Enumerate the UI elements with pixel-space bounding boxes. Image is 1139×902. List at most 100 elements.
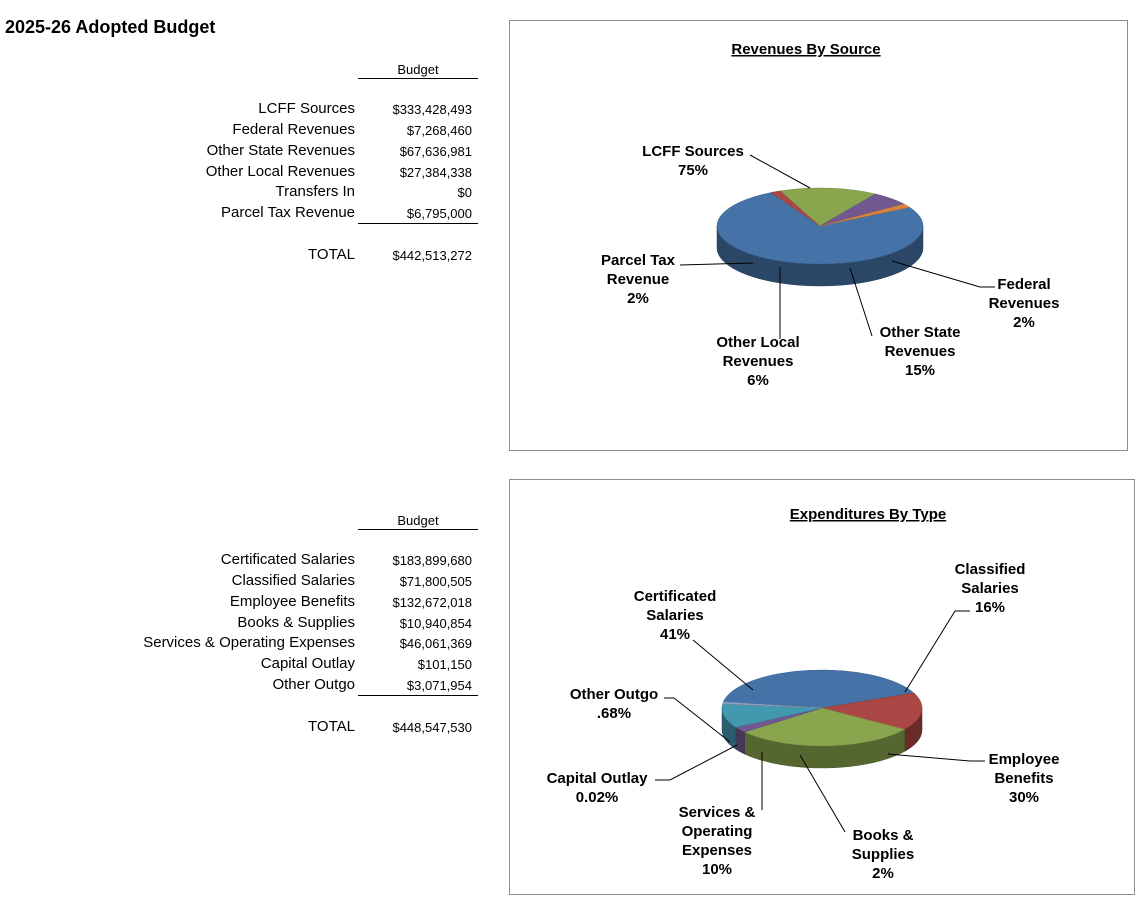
table-row: Certificated Salaries $183,899,680 — [0, 551, 480, 572]
leader-line-certificated — [692, 639, 754, 691]
row-value: $6,795,000 — [406, 206, 472, 221]
row-value: $333,428,493 — [392, 102, 472, 117]
table-row: Classified Salaries $71,800,505 — [0, 572, 480, 593]
pie-slice-other-outgo — [722, 701, 823, 709]
slice-pct-books: 2% — [872, 865, 894, 882]
row-value: $132,672,018 — [392, 595, 472, 610]
slice-label-classified: Classified Salaries 16% — [955, 561, 1026, 616]
slice-label-certificated: Certificated Salaries 41% — [634, 588, 717, 643]
slice-label-services: Services & Operating Expenses 10% — [679, 804, 756, 878]
pie-slice-parcel-tax-revenue — [819, 203, 911, 227]
table-row: Books & Supplies $10,940,854 — [0, 614, 480, 635]
chart-title: Revenues By Source — [731, 41, 880, 58]
slice-name-other-state-line2: Revenues — [885, 343, 956, 360]
total-value: $448,547,530 — [392, 720, 472, 735]
slice-label-other-state: Other State Revenues 15% — [880, 324, 961, 379]
slice-name-other-local-line1: Other Local — [716, 334, 799, 351]
slice-label-benefits: Employee Benefits 30% — [989, 751, 1060, 806]
slice-name-services-line2: Operating — [682, 823, 753, 840]
table-row: Other Local Revenues $27,384,338 — [0, 163, 480, 184]
slice-name-other-outgo: Other Outgo — [570, 686, 658, 703]
table-row: Parcel Tax Revenue $6,795,000 — [0, 204, 480, 225]
slice-label-parcel-tax: Parcel Tax Revenue 2% — [601, 252, 676, 307]
row-label: Capital Outlay — [260, 655, 355, 672]
row-value: $27,384,338 — [399, 165, 472, 180]
revenues-table-header: Budget — [358, 62, 478, 79]
row-value: $67,636,981 — [399, 144, 472, 159]
pie-slice-other-state-revenues — [780, 187, 877, 227]
leader-line-capital — [655, 744, 738, 781]
slice-label-other-outgo: Other Outgo .68% — [570, 686, 658, 722]
slice-pct-services: 10% — [702, 861, 732, 878]
row-value: $71,800,505 — [399, 574, 472, 589]
leader-line-federal — [891, 260, 995, 288]
pie-slice-certificated-salaries — [722, 669, 915, 709]
row-value: $7,268,460 — [406, 123, 472, 138]
row-label: Certificated Salaries — [220, 551, 355, 568]
row-label: Classified Salaries — [231, 572, 355, 589]
table-row: Employee Benefits $132,672,018 — [0, 593, 480, 614]
row-label: Other Outgo — [272, 676, 355, 693]
leader-line-other-state — [849, 267, 873, 337]
row-label: Parcel Tax Revenue — [221, 204, 355, 221]
row-label: Books & Supplies — [237, 614, 355, 631]
slice-pct-federal: 2% — [1013, 314, 1035, 331]
leader-line-classified — [904, 610, 970, 693]
revenues-chart-panel: Revenues By Source LCFF Sources 75% Feder… — [509, 20, 1128, 451]
leader-lines — [679, 154, 995, 339]
slice-pct-certificated: 41% — [660, 626, 690, 643]
table-row: Transfers In $0 — [0, 183, 480, 204]
pie-slice-lcff-sources — [716, 192, 924, 265]
page-title: 2025-26 Adopted Budget — [5, 17, 216, 37]
slice-labels: LCFF Sources 75% Federal Revenues 2% Other … — [601, 143, 1059, 389]
slice-name-federal-line1: Federal — [997, 276, 1050, 293]
revenues-pie — [716, 187, 924, 287]
slice-name-other-state-line1: Other State — [880, 324, 961, 341]
table-row: Other Outgo $3,071,954 — [0, 676, 480, 697]
slice-label-other-local: Other Local Revenues 6% — [716, 334, 799, 389]
leader-line-other-outgo — [664, 697, 731, 743]
row-label: Transfers In — [275, 183, 355, 200]
row-label: Federal Revenues — [232, 121, 355, 138]
row-label: Employee Benefits — [229, 593, 355, 610]
table-row: Federal Revenues $7,268,460 — [0, 121, 480, 142]
slice-name-benefits-line2: Benefits — [994, 770, 1053, 787]
total-value: $442,513,272 — [392, 248, 472, 263]
slice-label-lcff: LCFF Sources 75% — [642, 143, 744, 179]
slice-name-classified-line2: Salaries — [961, 580, 1019, 597]
expenditures-pie-chart: Expenditures By Type Certificated Salarie… — [547, 506, 1060, 882]
row-value: $10,940,854 — [399, 616, 472, 631]
pie-slice-employee-benefits — [743, 707, 906, 747]
slice-label-books: Books & Supplies 2% — [852, 827, 915, 882]
chart-title: Expenditures By Type — [790, 506, 946, 523]
revenues-pie-chart: Revenues By Source LCFF Sources 75% Feder… — [601, 41, 1059, 389]
slice-label-federal: Federal Revenues 2% — [989, 276, 1060, 331]
leader-line-lcff — [749, 154, 811, 189]
pie-slice-classified-salaries — [821, 692, 923, 730]
slice-labels: Certificated Salaries 41% Classified Salari… — [547, 561, 1060, 882]
slice-name-classified-line1: Classified — [955, 561, 1026, 578]
row-value: $46,061,369 — [399, 636, 472, 651]
slice-pct-classified: 16% — [975, 599, 1005, 616]
slice-name-other-local-line2: Revenues — [723, 353, 794, 370]
row-label: LCFF Sources — [258, 100, 355, 117]
slice-name-parcel-line2: Revenue — [607, 271, 670, 288]
row-value: $3,071,954 — [406, 678, 472, 693]
slice-name-certificated-line1: Certificated — [634, 588, 717, 605]
table-row: Other State Revenues $67,636,981 — [0, 142, 480, 163]
leader-lines — [655, 610, 985, 833]
slice-pct-other-outgo: .68% — [597, 705, 631, 722]
total-label: TOTAL — [308, 246, 355, 263]
slice-name-parcel-line1: Parcel Tax — [601, 252, 676, 269]
slice-name-books-line1: Books & — [853, 827, 914, 844]
slice-label-capital: Capital Outlay 0.02% — [547, 770, 649, 806]
slice-name-books-line2: Supplies — [852, 846, 915, 863]
expenditures-table-header: Budget — [358, 513, 478, 530]
slice-name-certificated-line2: Salaries — [646, 607, 704, 624]
expenditures-pie — [721, 669, 923, 769]
slice-name-federal-line2: Revenues — [989, 295, 1060, 312]
table-row: Capital Outlay $101,150 — [0, 655, 480, 676]
row-label: Other Local Revenues — [205, 163, 355, 180]
slice-name-capital: Capital Outlay — [547, 770, 649, 787]
total-row: TOTAL $442,513,272 — [0, 246, 480, 267]
